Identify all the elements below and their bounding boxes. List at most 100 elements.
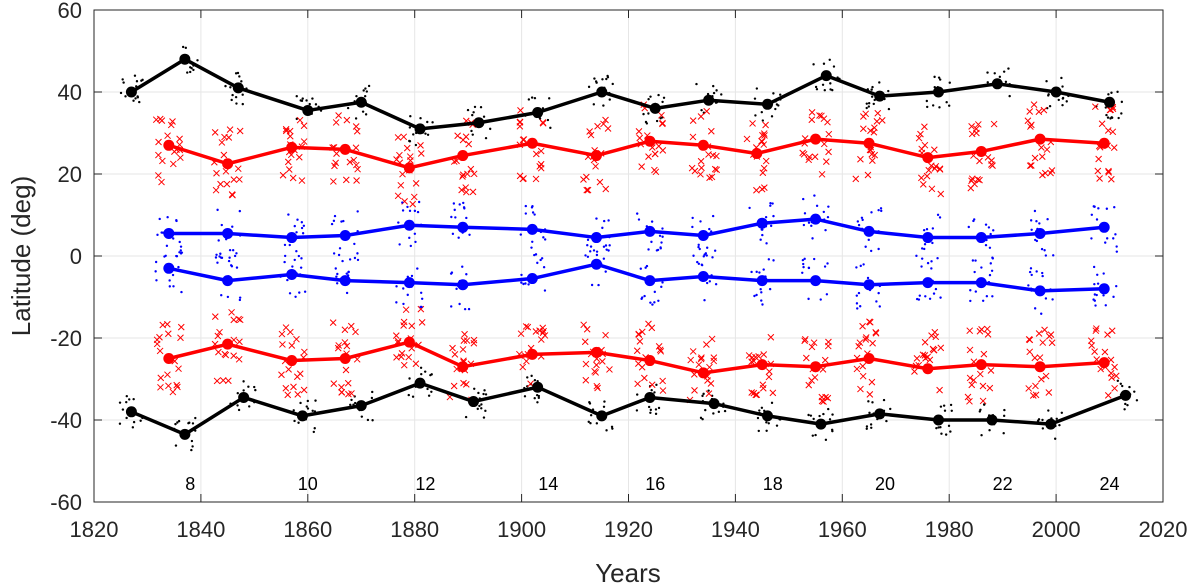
scatter-dot	[1120, 112, 1123, 115]
scatter-dot	[233, 254, 237, 258]
scatter-dot	[765, 421, 768, 424]
scatter-dot	[650, 388, 653, 392]
scatter-cross	[396, 151, 403, 159]
scatter-dot	[453, 208, 456, 212]
scatter-cross	[698, 164, 705, 172]
scatter-dot	[931, 241, 934, 245]
scatter-dot	[172, 237, 175, 240]
series-point	[222, 275, 234, 287]
scatter-cross	[760, 130, 768, 137]
scatter-cross	[284, 391, 292, 399]
scatter-dot	[303, 290, 307, 293]
scatter-dot	[777, 104, 780, 107]
scatter-dot	[637, 218, 641, 221]
scatter-dot	[593, 77, 596, 80]
scatter-dot	[300, 221, 304, 224]
scatter-cross	[937, 344, 945, 352]
scatter-dot	[649, 408, 653, 412]
scatter-cross	[752, 353, 759, 361]
scatter-dot	[347, 270, 350, 274]
scatter-cross	[461, 330, 468, 338]
scatter-cross	[1032, 382, 1039, 390]
scatter-cross	[968, 130, 976, 138]
scatter-dot	[531, 211, 535, 214]
scatter-cross	[1111, 363, 1118, 371]
series-point	[339, 353, 351, 364]
scatter-cross	[159, 321, 167, 329]
scatter-dot	[215, 253, 218, 256]
scatter-dot	[353, 401, 357, 405]
scatter-dot	[293, 258, 296, 262]
scatter-dot	[179, 245, 183, 248]
scatter-cross	[765, 368, 773, 375]
scatter-cross	[698, 354, 705, 362]
scatter-dot	[414, 240, 417, 244]
scatter-cross	[917, 130, 924, 138]
scatter-dot	[705, 281, 709, 285]
scatter-cross	[743, 135, 751, 143]
scatter-dot	[248, 405, 251, 408]
scatter-cross	[593, 382, 601, 390]
scatter-cross	[857, 385, 864, 393]
scatter-dot	[756, 416, 760, 420]
scatter-dot	[931, 227, 935, 230]
scatter-dot	[759, 238, 762, 241]
scatter-dot	[877, 291, 880, 295]
scatter-cross	[927, 162, 935, 170]
scatter-cross	[760, 164, 768, 172]
scatter-cross	[974, 176, 982, 183]
scatter-dot	[192, 68, 195, 72]
x-tick-label: 1860	[283, 517, 332, 542]
scatter-dot	[330, 222, 334, 226]
scatter-cross	[979, 397, 987, 405]
scatter-cross	[1030, 101, 1038, 109]
scatter-dot	[356, 258, 360, 262]
series-point	[286, 268, 298, 280]
scatter-dot	[1096, 273, 1099, 276]
scatter-dot	[522, 282, 525, 286]
scatter-dot	[311, 97, 314, 100]
scatter-dot	[179, 252, 183, 255]
scatter-dot	[300, 257, 303, 260]
scatter-dot	[770, 401, 774, 405]
scatter-dot	[1030, 228, 1033, 231]
series-point	[933, 86, 945, 98]
scatter-cross	[871, 151, 879, 159]
scatter-dot	[234, 95, 238, 99]
scatter-dot	[984, 223, 988, 226]
scatter-dot	[1092, 205, 1095, 208]
scatter-dot	[760, 406, 764, 409]
series-point	[238, 391, 250, 403]
scatter-dot	[155, 279, 158, 282]
scatter-dot	[471, 113, 474, 117]
series-point	[874, 408, 886, 420]
scatter-cross	[689, 117, 697, 124]
scatter-dot	[175, 254, 178, 258]
scatter-dot	[855, 294, 858, 297]
series-point	[355, 400, 367, 412]
scatter-cross	[1027, 162, 1035, 169]
scatter-cross	[470, 170, 478, 178]
scatter-dot	[769, 201, 772, 205]
scatter-dot	[419, 305, 422, 309]
scatter-dot	[765, 242, 768, 245]
scatter-dot	[424, 132, 427, 135]
scatter-dot	[1093, 282, 1096, 286]
scatter-cross	[936, 386, 943, 394]
scatter-cross	[402, 306, 410, 314]
scatter-dot	[712, 91, 716, 95]
scatter-dot	[538, 117, 542, 120]
scatter-dot	[125, 394, 128, 398]
scatter-dot	[915, 254, 918, 258]
scatter-dot	[406, 293, 409, 297]
scatter-dot	[760, 291, 763, 294]
scatter-dot	[603, 400, 606, 403]
scatter-dot	[697, 245, 700, 249]
scatter-dot	[989, 232, 992, 236]
scatter-dot	[867, 400, 870, 403]
scatter-dot	[139, 419, 142, 422]
scatter-cross	[524, 323, 532, 331]
scatter-cross	[968, 123, 975, 130]
scatter-dot	[1041, 427, 1045, 430]
scatter-dot	[1102, 272, 1105, 275]
